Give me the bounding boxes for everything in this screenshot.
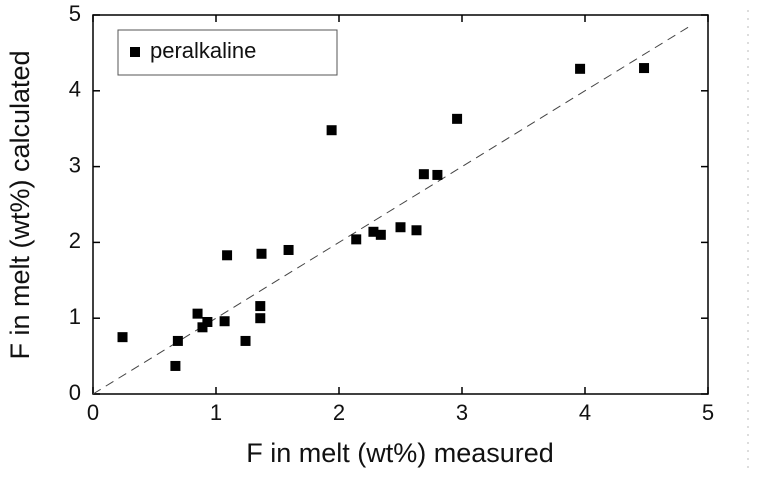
marker: [326, 125, 337, 136]
y-tick-label: 4: [69, 77, 81, 102]
legend-box: [117, 29, 338, 76]
marker: [222, 250, 233, 261]
y-tick-label: 2: [69, 228, 81, 253]
marker: [219, 316, 230, 327]
marker: [255, 301, 266, 312]
marker: [395, 222, 406, 233]
marker: [172, 335, 183, 346]
y-tick-label: 0: [69, 380, 81, 405]
x-tick-label: 2: [333, 400, 345, 425]
marker: [575, 63, 586, 74]
marker: [351, 234, 362, 245]
x-tick-label: 0: [87, 400, 99, 425]
marker: [197, 322, 208, 333]
marker: [170, 360, 181, 371]
marker: [368, 226, 379, 237]
marker: [375, 229, 386, 240]
reference-line: [92, 25, 691, 395]
marker: [192, 308, 203, 319]
marker: [432, 169, 443, 180]
marker: [117, 332, 128, 343]
marker: [452, 113, 463, 124]
marker: [202, 316, 213, 327]
y-tick-label: 3: [69, 152, 81, 177]
x-axis-label: F in melt (wt%) measured: [246, 438, 554, 468]
y-axis-label: F in melt (wt%) calculated: [5, 50, 35, 359]
x-tick-label: 4: [579, 400, 591, 425]
x-tick-label: 3: [456, 400, 468, 425]
x-tick-label: 1: [210, 400, 222, 425]
marker: [639, 63, 650, 74]
y-tick-label: 1: [69, 304, 81, 329]
marker: [255, 313, 266, 324]
x-tick-label: 5: [702, 400, 714, 425]
legend-label: peralkaline: [150, 38, 256, 63]
marker: [418, 169, 429, 180]
marker: [256, 248, 267, 259]
y-tick-label: 5: [69, 1, 81, 26]
marker: [283, 244, 294, 255]
legend-marker: [130, 47, 140, 57]
plot-frame: [92, 14, 709, 395]
marker: [240, 335, 251, 346]
marker: [411, 225, 422, 236]
